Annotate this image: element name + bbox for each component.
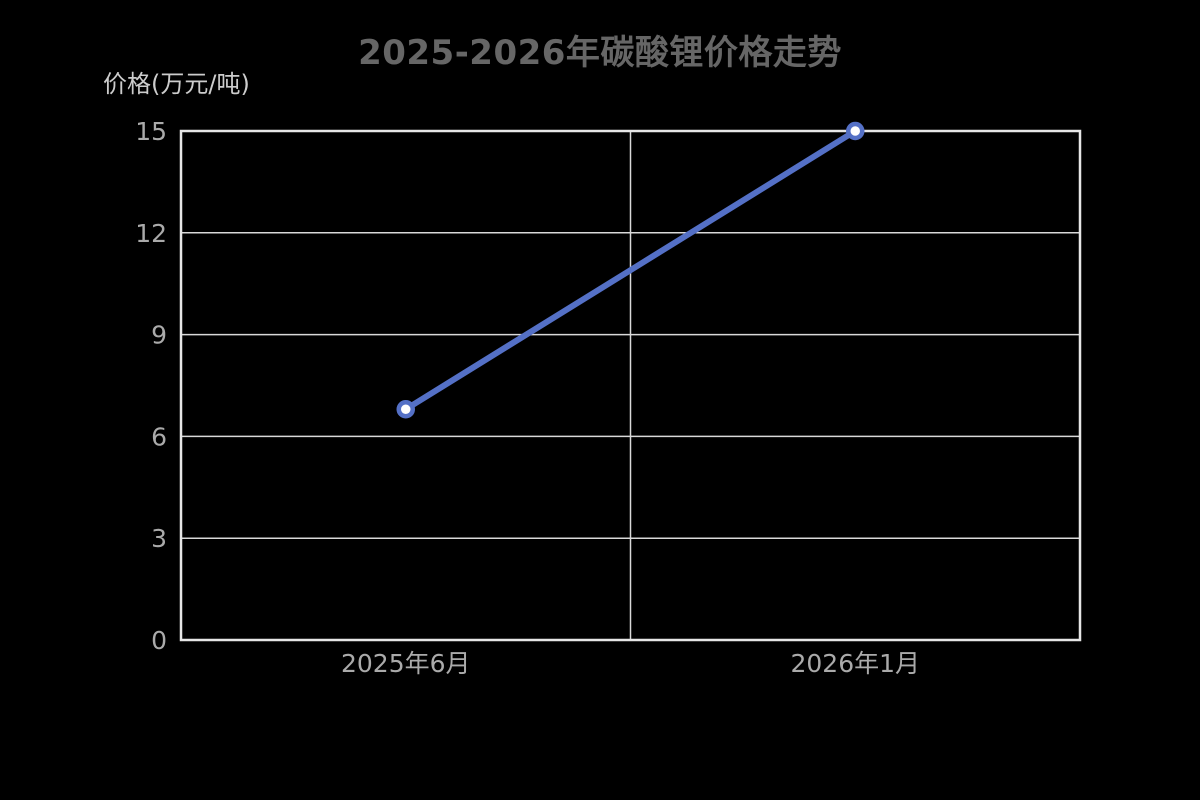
x-tick-label: 2026年1月 bbox=[790, 649, 920, 678]
y-tick-label: 9 bbox=[151, 321, 167, 350]
data-point-marker bbox=[846, 121, 865, 141]
chart-title: 2025-2026年碳酸锂价格走势 bbox=[358, 33, 842, 73]
data-point-marker bbox=[396, 400, 415, 419]
y-tick-label: 0 bbox=[151, 626, 167, 655]
y-tick-label: 15 bbox=[135, 117, 167, 146]
y-tick-label: 12 bbox=[135, 219, 167, 248]
y-tick-label: 3 bbox=[151, 524, 167, 553]
price-line bbox=[402, 128, 859, 413]
x-tick-label: 2025年6月 bbox=[341, 649, 471, 678]
y-tick-label: 6 bbox=[151, 422, 167, 451]
plot-border bbox=[179, 129, 1082, 642]
y-axis-label: 价格(万元/吨) bbox=[103, 70, 250, 98]
